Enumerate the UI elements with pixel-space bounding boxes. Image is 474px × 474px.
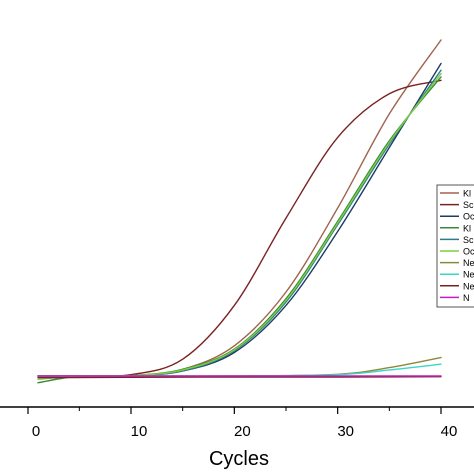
legend-label: N (463, 293, 470, 303)
legend-label: Ne (463, 270, 474, 280)
legend-label: Ne (463, 281, 474, 291)
series-line-8 (37, 363, 442, 377)
legend-label: Kl (463, 223, 471, 233)
x-tick-label: 20 (234, 423, 251, 440)
legend-label: Kl (463, 189, 471, 199)
x-tick-label: 10 (131, 423, 148, 440)
series-line-4 (37, 76, 442, 384)
x-tick-label: 40 (441, 423, 458, 440)
series-line-7 (37, 356, 442, 377)
legend-label: Ne (463, 258, 474, 268)
series-line-2 (37, 79, 442, 377)
x-ticks: 0 10 20 30 40 (27, 407, 458, 440)
series-layer (37, 39, 442, 384)
series-line-6 (37, 72, 442, 381)
series-line-1 (37, 39, 442, 377)
x-tick-label: 0 (32, 423, 40, 440)
x-tick-label: 30 (337, 423, 354, 440)
series-line-9 (37, 375, 442, 379)
legend-label: Sc (463, 235, 474, 245)
series-line-3 (37, 62, 442, 377)
legend-label: Oc (463, 212, 474, 222)
series-line-5 (37, 69, 442, 377)
legend-label: Oc (463, 247, 474, 257)
x-axis-title: Cycles (209, 448, 269, 470)
legend-label: Sc (463, 200, 474, 210)
